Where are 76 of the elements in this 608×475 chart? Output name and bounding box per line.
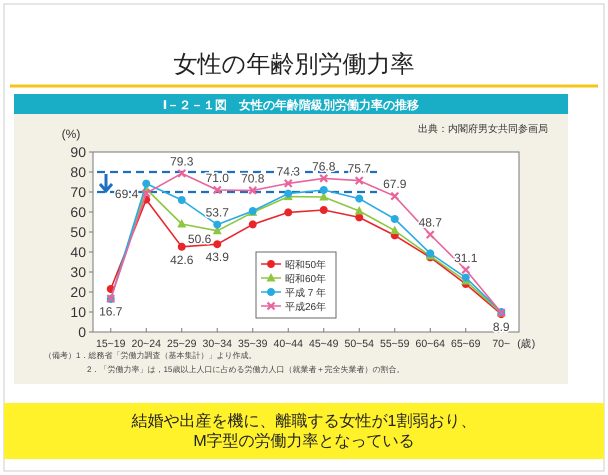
x-tick-label: 20~24 xyxy=(132,338,162,350)
y-tick-label: 90 xyxy=(70,144,86,160)
x-tick-label: 35~39 xyxy=(238,338,268,350)
x-tick-label: 25~29 xyxy=(167,338,197,350)
legend-label: 平成26年 xyxy=(285,301,326,313)
y-axis-title: (%) xyxy=(62,127,80,141)
point xyxy=(462,274,470,282)
y-tick-label: 50 xyxy=(70,224,86,240)
data-label: 48.7 xyxy=(418,216,442,230)
data-label: 71.0 xyxy=(206,171,230,185)
y-tick-label: 70 xyxy=(70,184,86,200)
legend-label: 平成 7 年 xyxy=(285,287,326,299)
subtitle-banner: Ⅰ－２－１図 女性の年齢階級別労働力率の推移 xyxy=(14,94,568,114)
source-note: 出典：内閣府男女共同参画局 xyxy=(418,123,548,135)
data-label: 42.6 xyxy=(170,252,194,267)
y-tick-label: 10 xyxy=(70,304,86,320)
point xyxy=(177,219,186,228)
data-label: 76.8 xyxy=(312,159,336,174)
y-tick-label: 0 xyxy=(78,324,86,340)
point xyxy=(426,230,435,240)
point xyxy=(390,215,399,223)
point xyxy=(284,178,293,188)
y-tick-label: 40 xyxy=(70,244,86,260)
point xyxy=(284,208,292,216)
point xyxy=(320,186,328,194)
point xyxy=(178,242,186,251)
point xyxy=(320,206,328,214)
point xyxy=(319,174,328,183)
x-tick-label: 15~19 xyxy=(96,338,126,350)
y-tick-label: 30 xyxy=(70,264,86,280)
point xyxy=(390,192,400,201)
point xyxy=(178,196,186,204)
point xyxy=(213,240,222,248)
text: 結婚や出産を機に、離職する女性が1割弱おり、 M字型の労働力率となっている xyxy=(130,412,476,450)
data-label: 75.7 xyxy=(348,162,372,176)
legend-label: 昭和50年 xyxy=(285,259,326,271)
text: （備考）1．総務省「労働力調査（基本集計）」より作成。 xyxy=(44,351,256,360)
point xyxy=(248,186,258,195)
x-tick-label: 50~54 xyxy=(344,338,374,350)
point xyxy=(212,185,222,195)
data-label: 79.3 xyxy=(170,154,194,168)
data-label: 31.1 xyxy=(454,250,478,265)
y-tick-label: 60 xyxy=(70,204,86,220)
x-tick-label: 60~64 xyxy=(416,338,446,350)
point xyxy=(355,194,364,203)
chart-title: 女性の年齢別労働力率 xyxy=(174,51,414,78)
x-tick-label: 55~59 xyxy=(380,338,410,350)
x-tick-label: 40~44 xyxy=(274,338,304,350)
data-label: 69.4 xyxy=(114,187,139,202)
point xyxy=(461,265,470,274)
legend-label: 昭和60年 xyxy=(285,273,326,285)
data-label: 43.9 xyxy=(206,250,230,264)
point xyxy=(248,220,257,228)
point xyxy=(142,188,151,198)
data-label: 16.7 xyxy=(99,304,123,319)
x-tick-label: 65~69 xyxy=(451,338,481,350)
data-label: 53.7 xyxy=(206,206,230,220)
point xyxy=(177,168,186,178)
data-label: 70.8 xyxy=(241,171,265,186)
point xyxy=(284,190,292,198)
point xyxy=(354,176,364,186)
x-axis-title: (歳) xyxy=(517,337,536,350)
x-tick-label: 45~49 xyxy=(309,338,339,350)
y-tick-label: 20 xyxy=(70,284,86,300)
data-label: 8.9 xyxy=(492,320,510,334)
point xyxy=(390,226,400,234)
x-tick-label: 70~ xyxy=(492,338,510,350)
data-label: 67.9 xyxy=(383,177,407,192)
chart-subtitle: Ⅰ－２－１図 女性の年齢階級別労働力率の推移 xyxy=(162,98,420,112)
point xyxy=(142,180,150,188)
data-label: 50.6 xyxy=(188,232,212,246)
y-tick-label: 80 xyxy=(70,164,86,180)
point xyxy=(213,220,222,229)
text: 2．「労働力率」は，15歳以上人口に占める労働力人口（就業者＋完全失業者）の割合。 xyxy=(87,365,404,374)
point xyxy=(354,206,364,214)
x-tick-label: 30~34 xyxy=(202,338,232,350)
